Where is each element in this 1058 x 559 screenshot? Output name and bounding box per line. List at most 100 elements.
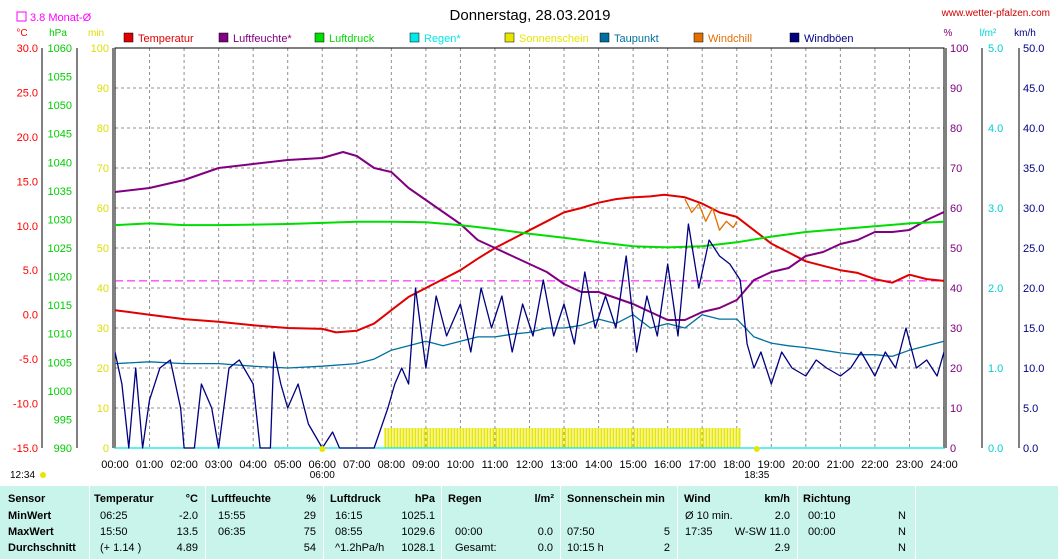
sunshine-bar <box>636 428 639 448</box>
sunshine-bar <box>459 428 462 448</box>
sunshine-bar <box>552 428 555 448</box>
sunshine-bar <box>390 428 393 448</box>
site-url: www.wetter-pfalzen.com <box>941 8 1050 19</box>
header-sensor: Sensor <box>8 493 46 505</box>
sunshine-bar <box>585 428 588 448</box>
tick-label-rain: 0.0 <box>988 443 1003 455</box>
header-temp-unit: °C <box>185 493 198 505</box>
sunshine-bar <box>684 428 687 448</box>
sunshine-bar <box>732 428 735 448</box>
tick-label-minutes: 10 <box>97 403 109 415</box>
tick-label-rain: 4.0 <box>988 123 1003 135</box>
x-tick-label: 16:00 <box>654 459 682 471</box>
cell-rain-time: 00:00 <box>455 526 483 538</box>
x-tick-label: 04:00 <box>239 459 267 471</box>
sunshine-bar <box>576 428 579 448</box>
header-hum: Luftfeuchte <box>211 493 271 505</box>
sunshine-bar <box>558 428 561 448</box>
header-hum-unit: % <box>306 493 316 505</box>
sunshine-bar <box>543 428 546 448</box>
sunshine-bar <box>432 428 435 448</box>
row-label: MaxWert <box>8 526 54 538</box>
sunshine-bar <box>426 428 429 448</box>
sunshine-bar <box>594 428 597 448</box>
tick-label-wind: 15.0 <box>1023 323 1044 335</box>
x-tick-label: 14:00 <box>585 459 613 471</box>
tick-label-temperature: 10.0 <box>17 221 38 233</box>
sunshine-bar <box>438 428 441 448</box>
tick-label-wind: 20.0 <box>1023 283 1044 295</box>
sunshine-bar <box>654 428 657 448</box>
tick-label-wind: 50.0 <box>1023 43 1044 55</box>
sunshine-bar <box>618 428 621 448</box>
sunshine-bar <box>705 428 708 448</box>
x-tick-label: 22:00 <box>861 459 889 471</box>
series-line-7 <box>114 223 945 449</box>
axis-unit-wind: km/h <box>1014 28 1036 39</box>
sunset-label: 18:35 <box>744 470 769 481</box>
x-tick-label: 00:00 <box>101 459 129 471</box>
sunshine-bar <box>537 428 540 448</box>
x-tick-label: 03:00 <box>205 459 233 471</box>
row-label: MinWert <box>8 510 52 522</box>
tick-label-minutes: 80 <box>97 123 109 135</box>
cell-dir-time: 00:10 <box>808 510 836 522</box>
sunshine-bar <box>414 428 417 448</box>
tick-label-pressure: 1040 <box>48 157 72 169</box>
cell-temp-val: -2.0 <box>179 510 198 522</box>
legend-swatch-6 <box>693 32 704 43</box>
tick-label-pressure: 995 <box>54 414 72 426</box>
sunshine-bar <box>717 428 720 448</box>
chart-series <box>114 151 945 449</box>
x-tick-label: 08:00 <box>378 459 406 471</box>
legend-label-3: Regen* <box>424 33 461 45</box>
cell-press-time: 16:15 <box>335 510 363 522</box>
sunshine-bar <box>642 428 645 448</box>
sunshine-bar <box>531 428 534 448</box>
chart-axes: 30.0 25.0 20.0 15.0 10.0 5.0 0.0 -5.0 -10.0 -15.0… <box>10 28 1044 481</box>
cell-press-time: 08:55 <box>335 526 363 538</box>
cell-sun-time: 10:15 h <box>567 542 604 554</box>
sunshine-bar <box>453 428 456 448</box>
sunshine-bar <box>489 428 492 448</box>
sun-icon <box>40 472 46 478</box>
chart-title: Donnerstag, 28.03.2019 <box>450 7 611 24</box>
legend-swatch-5 <box>599 32 610 43</box>
legend-swatch-3 <box>409 32 420 43</box>
sunshine-bar <box>603 428 606 448</box>
sunshine-bar <box>726 428 729 448</box>
tick-label-rain: 5.0 <box>988 43 1003 55</box>
tick-label-temperature: 20.0 <box>17 132 38 144</box>
sunshine-bar <box>480 428 483 448</box>
sunshine-bar <box>471 428 474 448</box>
x-tick-label: 19:00 <box>758 459 786 471</box>
cell-hum-val: 75 <box>303 526 316 538</box>
tick-label-rain: 1.0 <box>988 363 1003 375</box>
tick-label-pressure: 1010 <box>48 329 72 341</box>
tick-label-pressure: 1005 <box>48 357 72 369</box>
tick-label-wind: 0.0 <box>1023 443 1038 455</box>
cell-hum-val: 54 <box>303 542 316 554</box>
sunshine-bar <box>456 428 459 448</box>
legend-swatch-7 <box>789 32 800 43</box>
table-divider <box>797 486 798 559</box>
sunshine-bar <box>600 428 603 448</box>
legend-swatch-4 <box>504 32 515 43</box>
tick-label-temperature: 0.0 <box>23 310 38 322</box>
tick-label-humidity: 50 <box>950 243 962 255</box>
tick-label-minutes: 50 <box>97 243 109 255</box>
tick-label-pressure: 1015 <box>48 300 72 312</box>
sunshine-bar <box>534 428 537 448</box>
x-tick-label: 18:00 <box>723 459 751 471</box>
sunshine-bar <box>393 428 396 448</box>
sunshine-bar <box>693 428 696 448</box>
cell-press-val: 1029.6 <box>401 526 435 538</box>
tick-label-humidity: 80 <box>950 123 962 135</box>
tick-label-rain: 3.0 <box>988 203 1003 215</box>
sunshine-bar <box>408 428 411 448</box>
sunshine-bar <box>669 428 672 448</box>
sunshine-bar <box>417 428 420 448</box>
header-temp: Temperatur <box>94 493 154 505</box>
series-line-0 <box>114 193 945 334</box>
sunshine-bar <box>513 428 516 448</box>
